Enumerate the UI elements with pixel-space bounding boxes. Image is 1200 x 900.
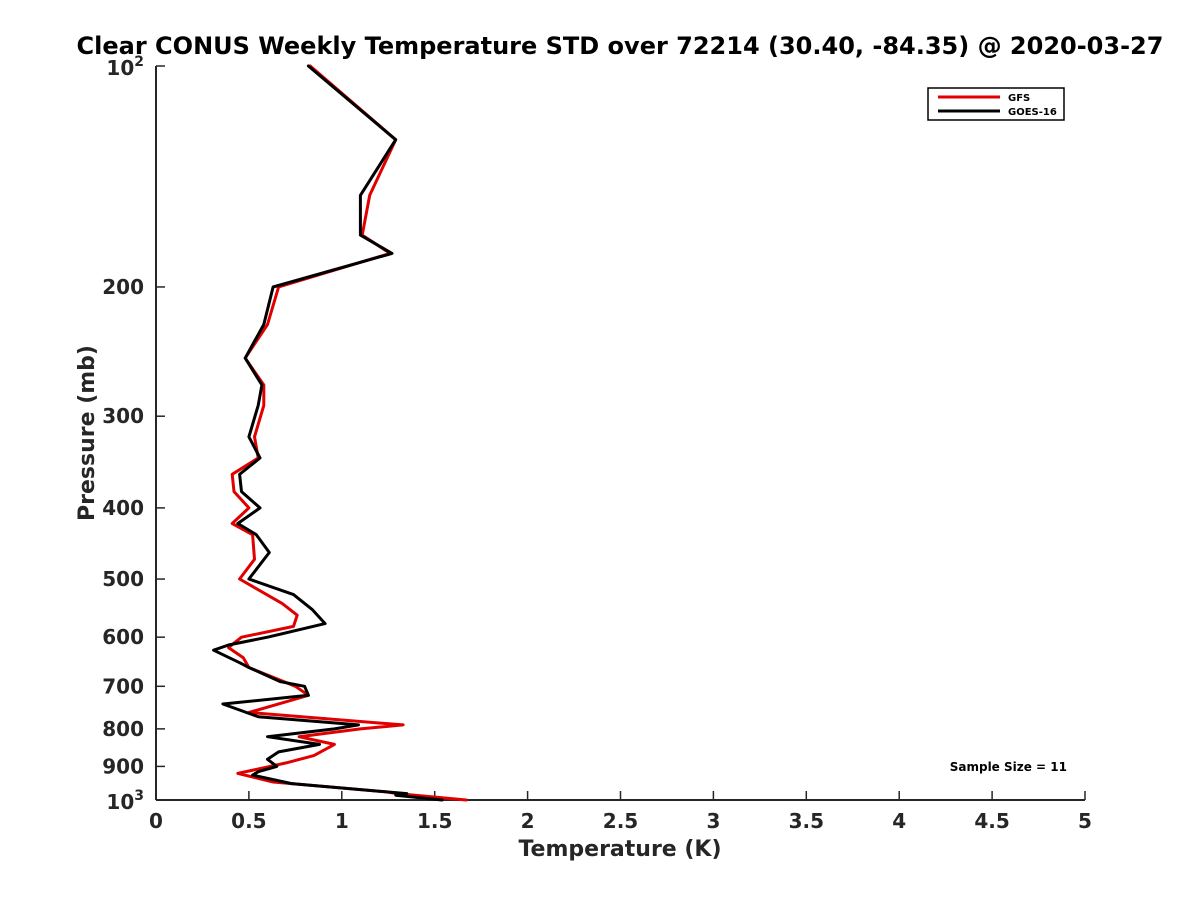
x-tick-label: 4.5 — [974, 809, 1009, 833]
y-tick-label: 300 — [102, 404, 144, 428]
y-tick-label: 900 — [102, 754, 144, 778]
x-tick-label: 0 — [149, 809, 163, 833]
y-tick-label: 700 — [102, 674, 144, 698]
x-tick-label: 2.5 — [603, 809, 638, 833]
plot-area: 0 0.5 1 1.5 2 2.5 3 3.5 4 4.5 5 200 300 400 500 600 700 8… — [102, 54, 1092, 833]
x-tick-label: 1 — [335, 809, 349, 833]
x-tick-label: 4 — [892, 809, 906, 833]
chart-title: Clear CONUS Weekly Temperature STD over … — [77, 32, 1164, 60]
legend-box — [927, 87, 1065, 121]
x-tick-label: 0.5 — [231, 809, 266, 833]
y-tick-label: 400 — [102, 496, 144, 520]
legend-label-gfs: GFS — [1008, 93, 1030, 104]
x-tick-label: 1.5 — [417, 809, 452, 833]
x-tick-label: 3.5 — [789, 809, 824, 833]
y-tick-label-bottom: 103 — [106, 788, 144, 814]
series-line-goes16 — [212, 64, 444, 802]
y-axis-label: Pressure (mb) — [75, 345, 100, 521]
y-tick-label: 800 — [102, 717, 144, 741]
y-tick-label: 500 — [102, 567, 144, 591]
legend: GFS GOES-16 — [927, 87, 1065, 121]
y-tick-label: 600 — [102, 625, 144, 649]
x-axis-label: Temperature (K) — [518, 837, 721, 862]
x-tick-label: 5 — [1078, 809, 1092, 833]
sample-size-annotation: Sample Size = 11 — [950, 760, 1067, 774]
x-tick-label: 2 — [521, 809, 535, 833]
legend-label-goes16: GOES-16 — [1008, 107, 1057, 118]
y-tick-label: 200 — [102, 275, 144, 299]
y-tick-label-top: 102 — [106, 54, 144, 80]
x-tick-label: 3 — [706, 809, 720, 833]
series-line-gfs — [227, 64, 468, 802]
